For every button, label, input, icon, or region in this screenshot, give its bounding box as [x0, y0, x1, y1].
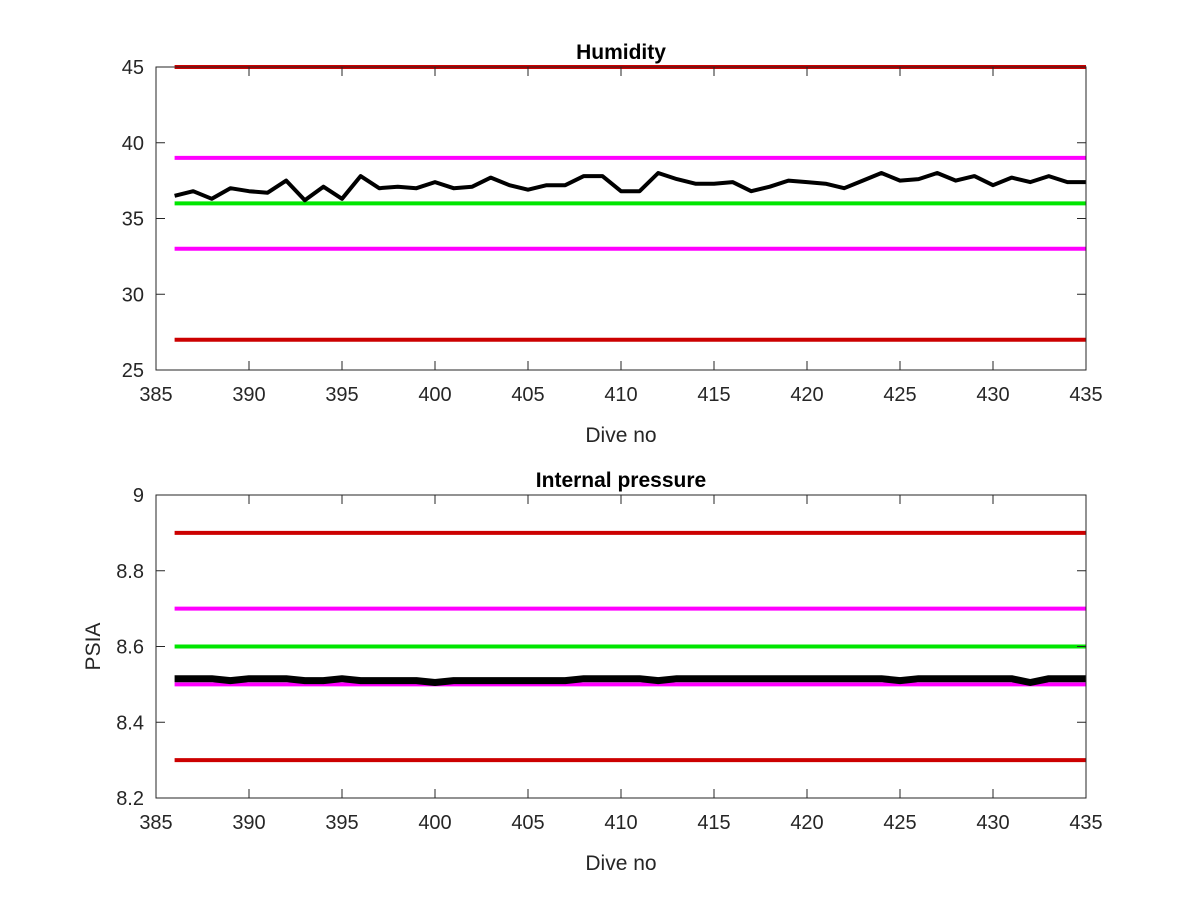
x-tick-label: 400	[418, 812, 451, 834]
x-tick-label: 435	[1069, 384, 1102, 406]
y-axis-label: PSIA	[82, 623, 105, 671]
x-tick-label: 405	[511, 812, 544, 834]
x-tick-label: 435	[1069, 812, 1102, 834]
y-tick-label: 8.6	[116, 637, 144, 659]
x-tick-label: 390	[232, 812, 265, 834]
x-tick-label: 410	[604, 812, 637, 834]
y-tick-label: 8.8	[116, 561, 144, 583]
y-tick-label: 8.2	[116, 788, 144, 810]
x-axis-label: Dive no	[585, 424, 656, 447]
x-tick-label: 395	[325, 384, 358, 406]
plot-title: Humidity	[576, 41, 666, 64]
x-tick-label: 430	[976, 812, 1009, 834]
y-tick-label: 9	[133, 485, 144, 507]
y-tick-label: 25	[122, 360, 144, 382]
x-tick-label: 420	[790, 812, 823, 834]
subplot-1: 385 390 395 400 405 410 415 420 425 430 435 25 30 35 4…	[122, 41, 1103, 447]
y-tick-label: 8.4	[116, 712, 144, 734]
series-line	[174, 675, 1086, 686]
x-tick-label: 425	[883, 384, 916, 406]
x-tick-label: 385	[139, 812, 172, 834]
y-tick-label: 45	[122, 57, 144, 79]
x-tick-label: 410	[604, 384, 637, 406]
x-tick-label: 415	[697, 384, 730, 406]
x-tick-label: 430	[976, 384, 1009, 406]
subplot-2: 385 390 395 400 405 410 415 420 425 430 435 8.2 8.4 8…	[82, 469, 1103, 875]
x-tick-label: 395	[325, 812, 358, 834]
x-tick-label: 420	[790, 384, 823, 406]
x-tick-label: 405	[511, 384, 544, 406]
x-tick-label: 400	[418, 384, 451, 406]
plot-title: Internal pressure	[536, 469, 706, 492]
series-line	[174, 171, 1086, 203]
x-axis-label: Dive no	[585, 852, 656, 875]
x-tick-label: 385	[139, 384, 172, 406]
plot-area	[156, 67, 1086, 370]
y-tick-label: 30	[122, 284, 144, 306]
y-tick-label: 35	[122, 209, 144, 231]
x-tick-label: 415	[697, 812, 730, 834]
x-tick-label: 390	[232, 384, 265, 406]
y-tick-label: 40	[122, 133, 144, 155]
x-tick-label: 425	[883, 812, 916, 834]
